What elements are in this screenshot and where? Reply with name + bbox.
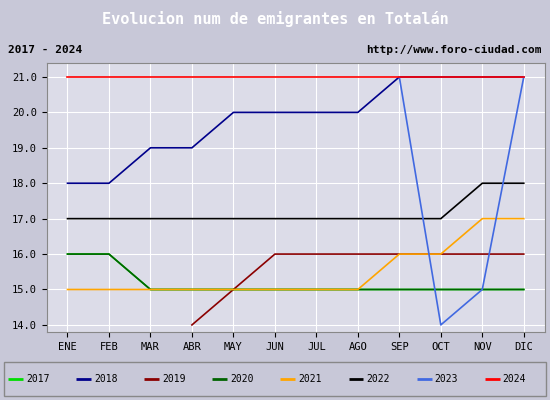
Text: 2021: 2021 (298, 374, 322, 384)
Text: 2017: 2017 (26, 374, 50, 384)
Text: Evolucion num de emigrantes en Totalán: Evolucion num de emigrantes en Totalán (102, 11, 448, 27)
Text: 2017 - 2024: 2017 - 2024 (8, 45, 82, 55)
Text: 2019: 2019 (162, 374, 185, 384)
Text: 2020: 2020 (230, 374, 254, 384)
Text: 2024: 2024 (502, 374, 526, 384)
Text: http://www.foro-ciudad.com: http://www.foro-ciudad.com (366, 45, 542, 56)
Text: 2023: 2023 (434, 374, 458, 384)
Text: 2018: 2018 (94, 374, 118, 384)
Text: 2022: 2022 (366, 374, 390, 384)
